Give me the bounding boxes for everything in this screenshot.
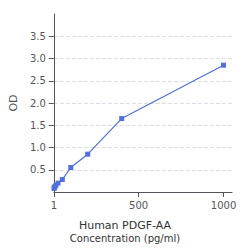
svg-text:500: 500: [129, 200, 148, 211]
svg-text:Concentration (pg/ml): Concentration (pg/ml): [70, 233, 180, 244]
svg-text:1.0: 1.0: [30, 142, 46, 153]
svg-text:2.5: 2.5: [30, 75, 46, 86]
svg-text:1: 1: [51, 200, 57, 211]
svg-text:Human PDGF-AA: Human PDGF-AA: [79, 219, 172, 232]
svg-text:3.5: 3.5: [30, 31, 46, 42]
svg-text:2.0: 2.0: [30, 98, 46, 109]
svg-text:1000: 1000: [211, 200, 236, 211]
svg-text:3.0: 3.0: [30, 53, 46, 64]
svg-text:OD: OD: [7, 94, 20, 111]
svg-text:1.5: 1.5: [30, 120, 46, 131]
svg-text:0.5: 0.5: [30, 164, 46, 175]
